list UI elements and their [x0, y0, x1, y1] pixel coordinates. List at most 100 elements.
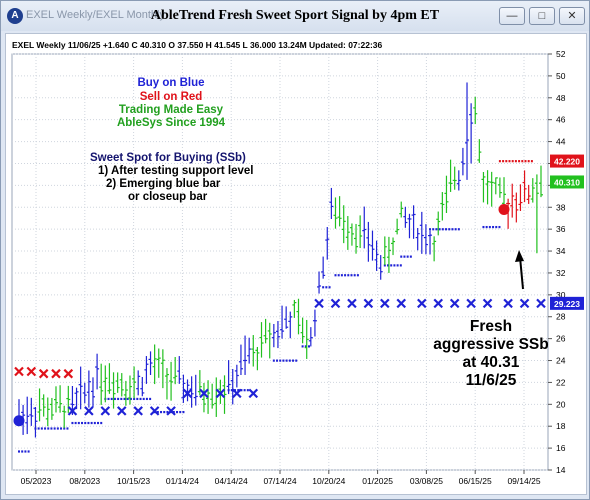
- grid-lines: [11, 53, 549, 471]
- stop-dot: [126, 397, 129, 401]
- stop-dot: [485, 225, 488, 229]
- stop-dot: [77, 421, 80, 425]
- y-tick-label: 50: [556, 71, 566, 81]
- support-marker: [503, 298, 513, 309]
- stop-dot: [441, 228, 444, 231]
- support-marker: [232, 388, 242, 399]
- app-logo-icon[interactable]: A: [7, 8, 23, 24]
- stop-dot: [66, 427, 69, 430]
- x-tick-label: 07/14/24: [263, 476, 296, 486]
- stop-dot: [288, 359, 291, 362]
- y-tick-label: 20: [556, 399, 566, 409]
- support-marker-stroke: [330, 298, 341, 309]
- stop-dot: [390, 264, 393, 267]
- support-marker-stroke: [84, 406, 94, 416]
- support-marker: [396, 298, 407, 309]
- stop-dot: [93, 421, 96, 425]
- stop-dot: [429, 228, 432, 231]
- restore-icon: □: [538, 10, 546, 22]
- stop-dot: [524, 160, 527, 163]
- support-marker-stroke: [380, 298, 390, 309]
- support-marker: [67, 406, 78, 416]
- stop-dot: [100, 421, 103, 425]
- stop-dot: [432, 228, 435, 231]
- support-marker-stroke: [232, 388, 242, 399]
- stop-dot: [438, 228, 441, 231]
- support-marker-stroke: [149, 406, 160, 416]
- stop-dot: [176, 410, 179, 414]
- stop-dot: [521, 160, 524, 163]
- y-tick-label: 34: [556, 246, 566, 256]
- support-marker-stroke: [433, 298, 444, 309]
- stop-dot: [81, 421, 84, 425]
- callout-line1: Fresh: [470, 318, 512, 335]
- signal-markers: [13, 203, 546, 427]
- support-marker-stroke: [482, 298, 493, 309]
- callout-line2: aggressive SSb: [433, 336, 548, 353]
- stop-dot: [505, 160, 508, 163]
- y-tick-label: 38: [556, 202, 566, 212]
- stop-dot: [301, 345, 304, 348]
- signal-dot: [498, 203, 510, 215]
- stop-dot: [334, 274, 337, 277]
- y-tick-label: 30: [556, 290, 566, 300]
- y-tick-label: 16: [556, 443, 566, 453]
- stop-dot: [110, 397, 113, 401]
- support-marker-stroke: [466, 298, 476, 309]
- sell-marker-stroke: [38, 368, 49, 379]
- price-chart[interactable]: 1416182022242628303234363840424446485052…: [6, 34, 586, 494]
- price-label-text: 40.310: [554, 177, 580, 187]
- price-label-box: [550, 154, 584, 168]
- callout-arrowhead: [515, 250, 524, 262]
- support-marker: [380, 298, 390, 309]
- stop-dot: [409, 255, 412, 258]
- stop-dot: [435, 228, 438, 231]
- stop-dot: [84, 421, 87, 425]
- stop-dot: [530, 160, 533, 163]
- stop-dot: [133, 397, 136, 401]
- stop-dot: [27, 450, 30, 453]
- y-tick-label: 24: [556, 356, 566, 366]
- stop-dot: [276, 359, 279, 362]
- timeframe-tabs[interactable]: EXEL Weekly/EXEL Monthly: [26, 9, 165, 21]
- x-tick-label: 10/20/24: [312, 476, 345, 486]
- stop-dot: [356, 274, 359, 277]
- stop-dot: [160, 410, 163, 414]
- stop-dot: [492, 225, 495, 229]
- sell-marker: [38, 368, 49, 379]
- stop-dot: [325, 286, 328, 289]
- support-marker: [433, 298, 444, 309]
- stop-dot: [350, 274, 353, 277]
- support-marker-stroke: [449, 298, 460, 309]
- stop-dot: [71, 421, 74, 425]
- close-button[interactable]: ✕: [559, 7, 585, 25]
- y-tick-label: 36: [556, 224, 566, 234]
- minimize-button[interactable]: —: [499, 7, 525, 25]
- stop-dot: [117, 397, 120, 401]
- y-tick-label: 14: [556, 465, 566, 475]
- stop-dot: [149, 397, 152, 401]
- restore-button[interactable]: □: [529, 7, 555, 25]
- stop-dot: [518, 160, 521, 163]
- stop-dot: [87, 421, 90, 425]
- stop-dot: [508, 160, 511, 163]
- stop-dot: [74, 421, 77, 425]
- stop-dot: [272, 359, 275, 362]
- support-marker: [166, 406, 176, 416]
- support-marker: [347, 298, 357, 309]
- support-marker: [100, 406, 111, 416]
- y-tick-label: 22: [556, 377, 566, 387]
- stop-dot: [172, 410, 175, 414]
- stop-dot: [403, 255, 406, 258]
- y-tick-label: 26: [556, 334, 566, 344]
- stop-dot: [279, 359, 282, 362]
- sweet-spot-line1: 1) After testing support level: [98, 165, 254, 177]
- stop-dot: [495, 225, 498, 229]
- y-tick-label: 52: [556, 49, 566, 59]
- chart-panel[interactable]: 1416182022242628303234363840424446485052…: [5, 33, 587, 495]
- sweet-spot-line3: or closeup bar: [128, 191, 208, 203]
- stop-dot: [163, 410, 166, 414]
- stop-dot: [21, 450, 24, 453]
- x-axis: 05/2023 08/2023 10/15/23 01/14/24 04/14/24 07…: [21, 470, 541, 486]
